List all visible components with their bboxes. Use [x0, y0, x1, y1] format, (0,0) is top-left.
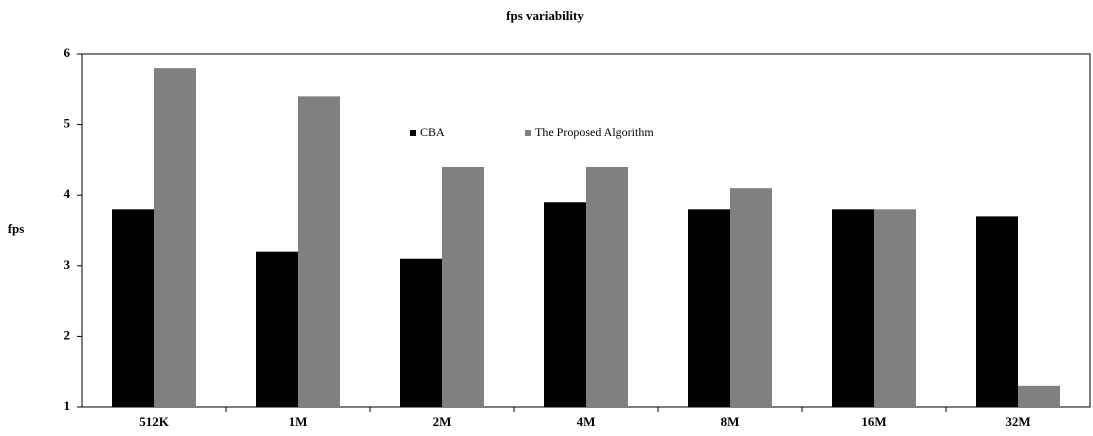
- x-tick-label: 32M: [1005, 414, 1030, 429]
- bar: [1018, 385, 1060, 407]
- bar: [874, 209, 916, 407]
- legend-label: CBA: [420, 125, 445, 139]
- legend-swatch: [525, 130, 531, 136]
- chart-title: fps variability: [506, 8, 584, 23]
- bar: [586, 166, 628, 407]
- x-tick-label: 512K: [139, 414, 170, 429]
- x-tick-label: 4M: [577, 414, 596, 429]
- bar: [400, 258, 442, 407]
- y-tick-label: 4: [64, 186, 71, 201]
- x-tick-label: 1M: [289, 414, 308, 429]
- x-tick-label: 16M: [861, 414, 886, 429]
- bar: [832, 209, 874, 407]
- bar: [688, 209, 730, 407]
- bar: [730, 188, 772, 407]
- y-tick-label: 3: [64, 257, 71, 272]
- bar: [154, 68, 196, 408]
- y-tick-label: 1: [64, 398, 71, 413]
- x-tick-label: 2M: [433, 414, 452, 429]
- y-tick-label: 2: [64, 327, 71, 342]
- bar: [976, 216, 1018, 407]
- y-axis-label: fps: [8, 221, 25, 236]
- y-tick-label: 6: [64, 45, 71, 60]
- bar: [442, 166, 484, 407]
- bar: [544, 202, 586, 407]
- bar: [256, 251, 298, 407]
- bar: [112, 209, 154, 407]
- legend-label: The Proposed Algorithm: [535, 125, 654, 139]
- x-tick-label: 8M: [721, 414, 740, 429]
- legend-swatch: [410, 130, 416, 136]
- y-tick-label: 5: [64, 116, 71, 131]
- bar: [298, 96, 340, 408]
